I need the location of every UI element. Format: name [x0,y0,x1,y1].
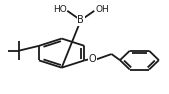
Text: HO: HO [53,5,66,14]
Text: OH: OH [95,5,109,14]
Text: O: O [89,54,96,64]
Text: B: B [77,15,84,25]
